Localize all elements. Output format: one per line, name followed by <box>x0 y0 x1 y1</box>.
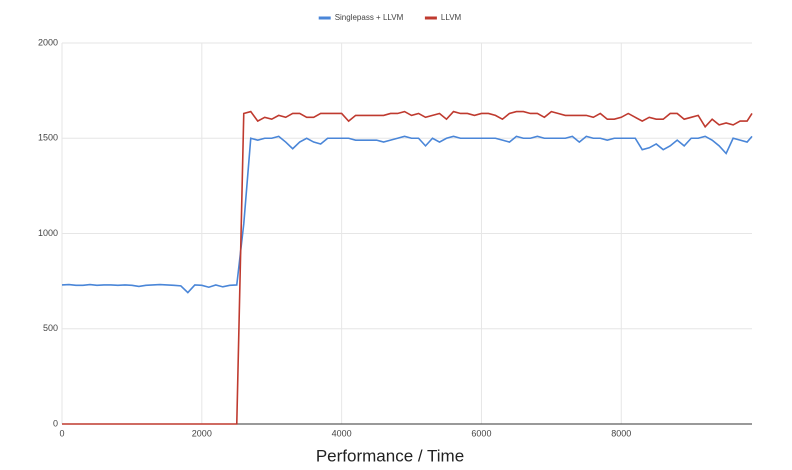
x-tick-label: 2000 <box>192 428 212 438</box>
series-line <box>62 110 753 425</box>
x-tick-label: 6000 <box>471 428 491 438</box>
legend-label: LLVM <box>441 13 462 22</box>
legend-label: Singlepass + LLVM <box>335 13 404 22</box>
y-tick-label: 2000 <box>38 37 58 47</box>
x-tick-label: 4000 <box>332 428 352 438</box>
y-tick-label: 500 <box>43 323 58 333</box>
y-tick-label: 0 <box>53 418 58 428</box>
x-tick-label: 0 <box>59 428 64 438</box>
series-line <box>61 135 753 294</box>
y-tick-label: 1500 <box>38 133 58 143</box>
y-tick-label: 1000 <box>38 228 58 238</box>
x-tick-label: 8000 <box>611 428 631 438</box>
x-axis-title: Performance / Time <box>316 446 464 465</box>
